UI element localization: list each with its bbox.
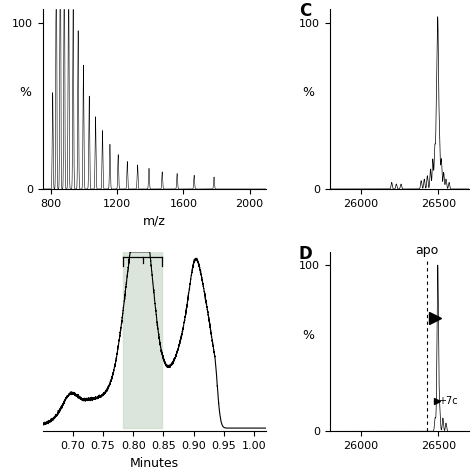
X-axis label: Minutes: Minutes (130, 456, 179, 470)
Text: +7c: +7c (438, 396, 457, 406)
Y-axis label: %: % (19, 86, 31, 99)
Y-axis label: %: % (303, 86, 315, 99)
Text: D: D (299, 245, 313, 263)
Text: apo: apo (416, 244, 439, 257)
Y-axis label: %: % (303, 328, 315, 342)
X-axis label: m/z: m/z (143, 214, 166, 227)
Text: C: C (299, 2, 311, 20)
